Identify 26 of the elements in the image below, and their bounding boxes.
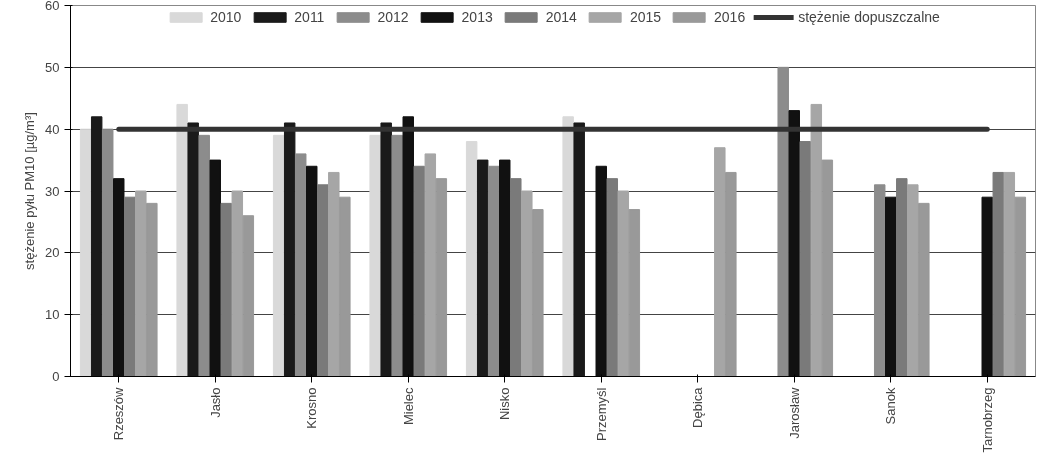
y-tick-label: 60 (45, 0, 60, 13)
x-tick-label: Dębica (690, 386, 706, 428)
x-tick-label: Krosno (304, 387, 320, 429)
legend-label: 2013 (461, 9, 493, 25)
x-tick-label: Przemyśl (593, 387, 609, 441)
legend-label: 2012 (377, 9, 409, 25)
y-tick-label: 50 (45, 59, 60, 75)
y-axis-title: stężenie pyłu PM10 [µg/m³] (22, 112, 38, 270)
legend-label: 2015 (629, 9, 662, 25)
legend-label: 2011 (294, 9, 325, 25)
y-tick-label: 40 (45, 121, 60, 137)
x-tick-label: Rzeszów (111, 386, 127, 441)
y-tick-label: 20 (45, 245, 60, 261)
x-tick-label: Mielec (400, 387, 416, 426)
x-tick-label: Jarosław (786, 386, 802, 439)
y-tick-label: 0 (52, 369, 60, 384)
legend-label: 2010 (210, 9, 242, 25)
legend-label: stężenie dopuszczalne (798, 9, 940, 25)
y-tick-label: 30 (45, 183, 60, 199)
y-tick-label: 10 (45, 307, 60, 323)
x-tick-label: Jasło (207, 387, 223, 418)
legend-label: 2016 (714, 9, 746, 25)
x-tick-label: Nisko (497, 387, 513, 421)
x-tick-label: Tarnobrzeg (979, 387, 995, 453)
x-tick-label: Sanok (883, 387, 899, 425)
legend-label: 2014 (545, 9, 577, 25)
